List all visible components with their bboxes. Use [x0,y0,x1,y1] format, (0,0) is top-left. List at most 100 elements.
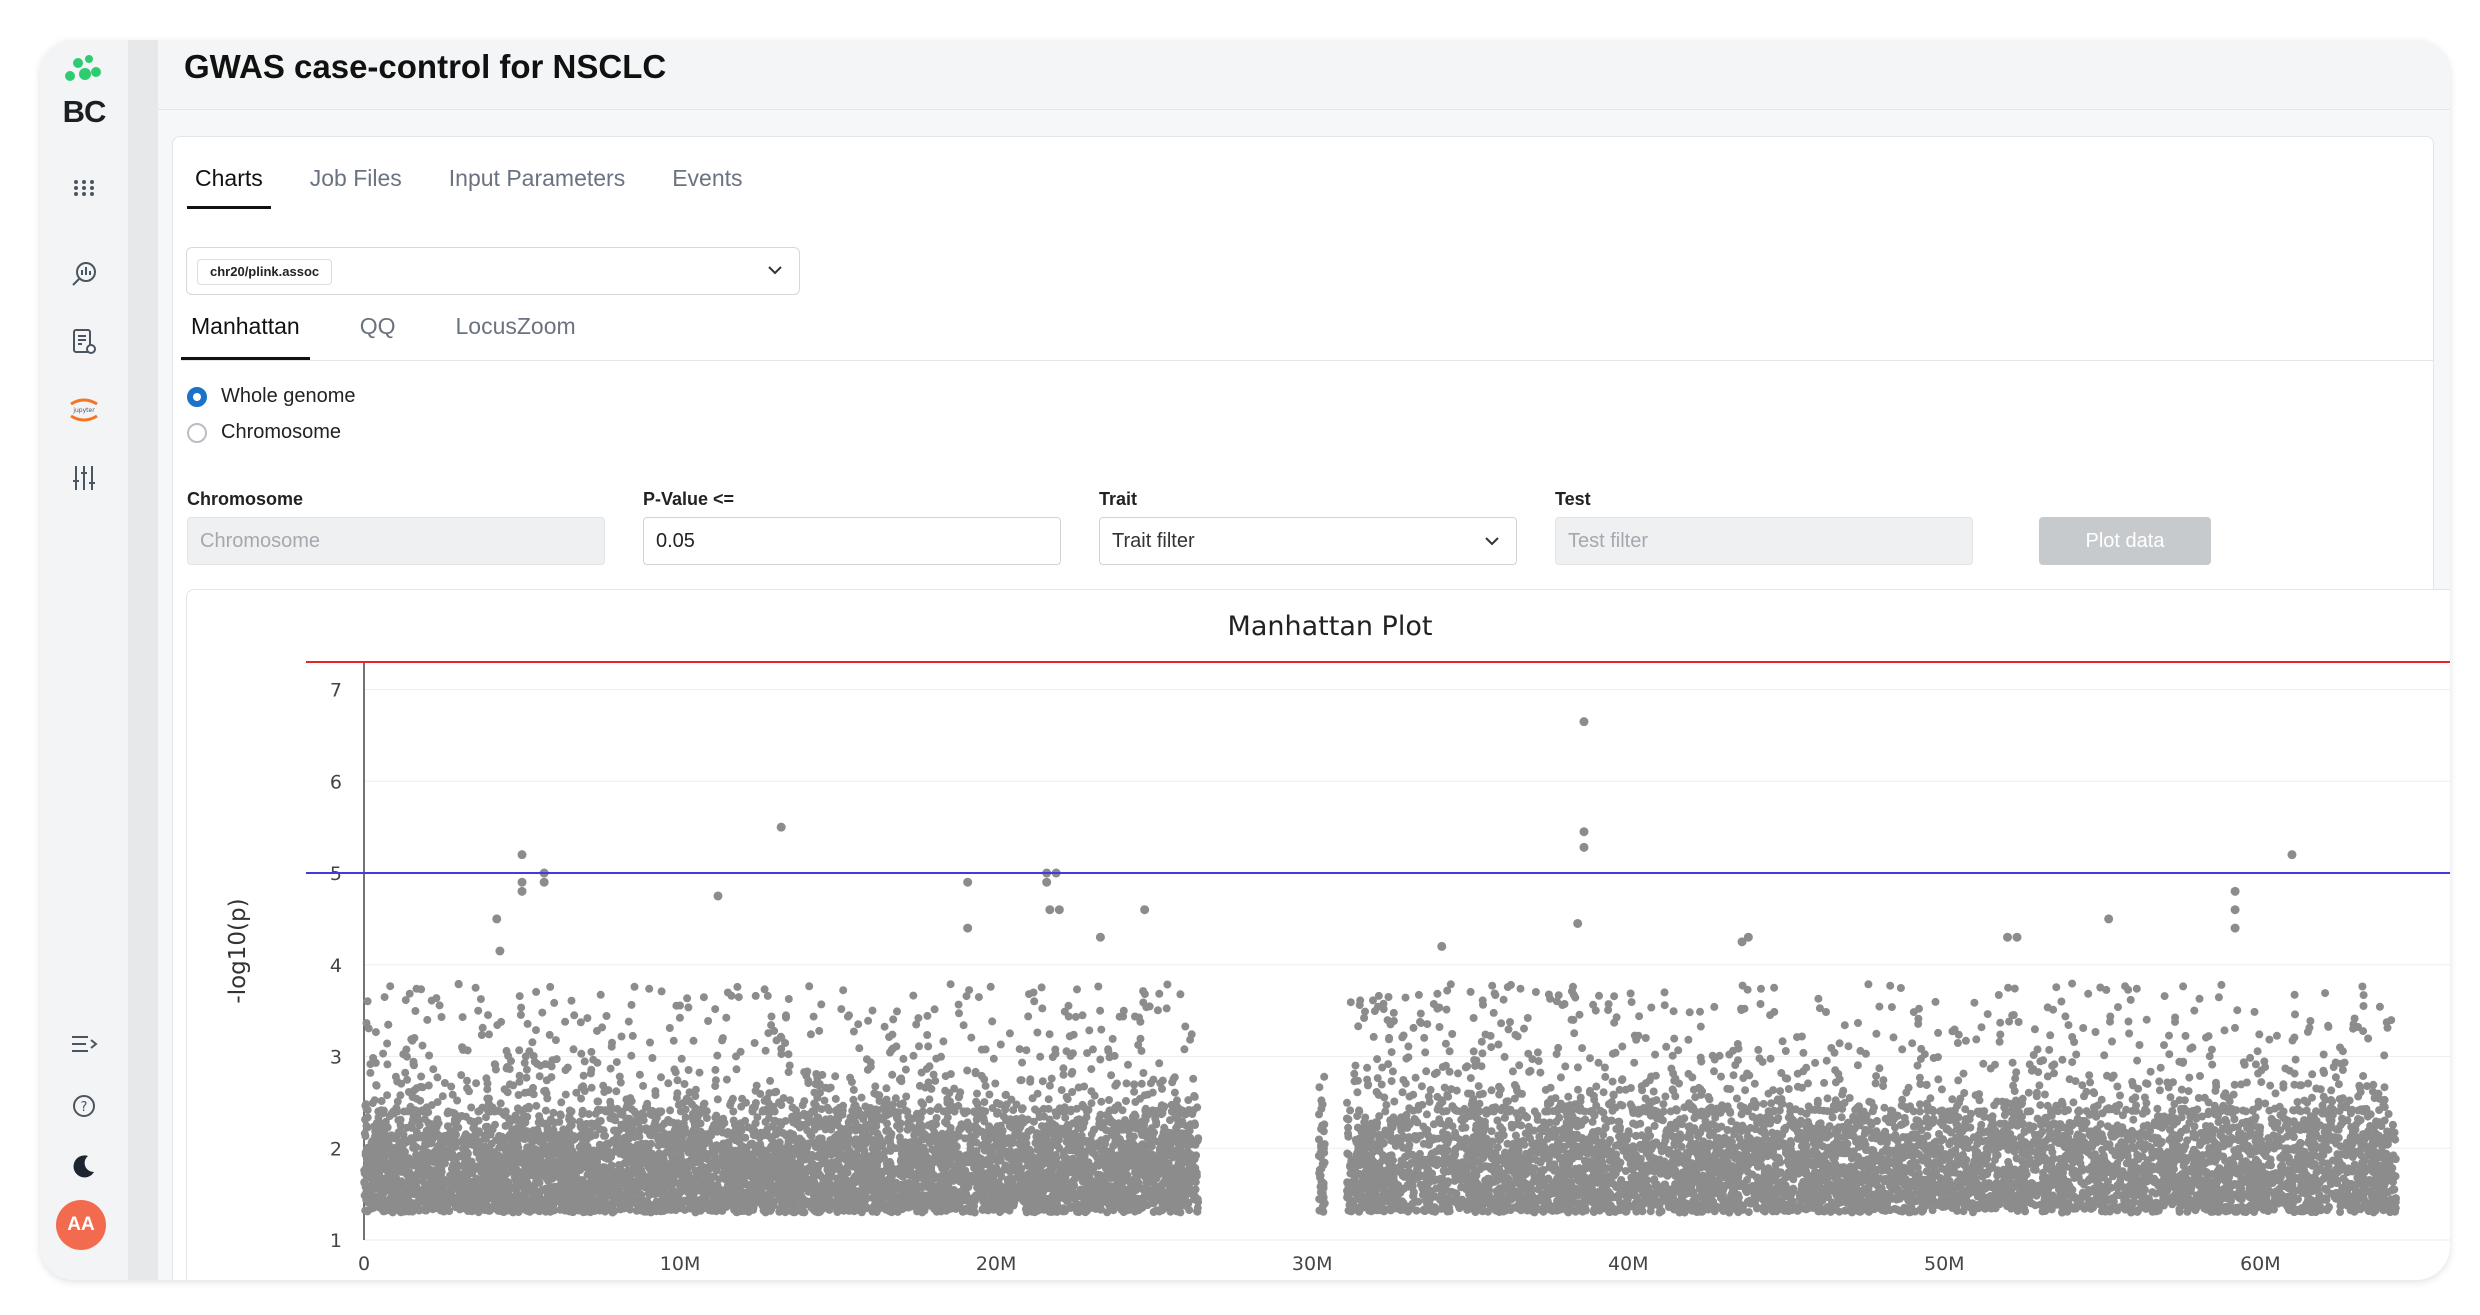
snp-point [932,1138,941,1147]
snp-point [408,1161,417,1170]
snp-point [808,1202,817,1210]
snp-point [665,1117,674,1126]
snp-point [940,1146,949,1155]
snp-point [523,1143,532,1152]
trait-select[interactable]: Trait filter [1099,517,1517,565]
snp-point [1185,1133,1194,1142]
snp-point [839,1182,848,1191]
snp-point [418,1131,427,1140]
snp-point [917,1134,926,1143]
snp-point [854,1144,863,1153]
plot-data-button[interactable]: Plot data [2039,517,2211,565]
snp-point [449,1175,458,1184]
snp-point [1175,1177,1184,1185]
snp-point [827,1150,836,1159]
snp-point [831,1144,840,1153]
report-settings-icon[interactable] [64,322,104,362]
x-tick-label: 40M [1608,1253,1649,1275]
snp-point [568,1200,577,1209]
snp-point [418,1149,426,1158]
snp-point [1118,1158,1127,1167]
snp-point [576,1122,585,1131]
tab-charts[interactable]: Charts [187,161,271,209]
sliders-icon[interactable] [64,458,104,498]
test-field[interactable] [1555,517,1973,565]
snp-point [761,1129,770,1138]
snp-point [844,1133,853,1142]
snp-point [577,1202,586,1211]
help-icon[interactable]: ? [64,1086,104,1126]
pvalue-field[interactable] [643,517,1061,565]
test-input[interactable] [1568,530,1960,553]
snp-point [1109,1153,1118,1162]
x-tick-label: 50M [1924,1253,1965,1275]
radio-whole-genome[interactable]: Whole genome [187,385,356,408]
snp-point [654,1124,663,1133]
snp-point [788,1114,797,1123]
snp-point [565,1115,574,1123]
analytics-icon[interactable] [64,254,104,294]
manhattan-plot[interactable]: Manhattan Plot1234567010M20M30M40M50M60M… [187,590,2450,1280]
snp-point [676,1150,685,1158]
snp-point [1102,1126,1111,1135]
y-tick-label: 2 [330,1138,342,1160]
snp-point [423,1196,432,1205]
snp-point [423,1159,432,1168]
snp-point [440,1177,449,1186]
snp-point [1135,1195,1144,1204]
snp-point [980,1185,989,1194]
subtab-qq[interactable]: QQ [359,313,396,339]
snp-point [512,1185,520,1194]
snp-point [454,1123,463,1132]
snp-point [466,1116,475,1125]
snp-point [886,1137,894,1146]
tab-input-parameters[interactable]: Input Parameters [448,165,626,191]
apps-grid-icon[interactable] [64,168,104,208]
snp-point [543,1174,552,1183]
snp-point [420,1206,429,1215]
subtab-locuszoom[interactable]: LocusZoom [455,313,576,339]
snp-point [827,1168,836,1177]
page-header: GWAS case-control for NSCLC [158,40,2450,110]
snp-point [1194,1198,1203,1207]
subtab-manhattan[interactable]: Manhattan [181,299,310,360]
radio-chromosome[interactable]: Chromosome [187,421,341,444]
chromosome-field[interactable] [187,517,605,565]
user-avatar[interactable]: AA [56,1200,106,1250]
snp-point [1151,1114,1160,1123]
snp-point [461,1143,470,1152]
snp-point [968,1146,977,1155]
snp-point [475,1137,484,1146]
logo-mark-icon [65,55,101,81]
dark-mode-icon[interactable] [64,1146,104,1186]
snp-point [1021,1132,1030,1140]
tab-events[interactable]: Events [672,165,743,191]
result-file-select[interactable]: chr20/plink.assoc [186,247,800,295]
snp-point [1117,1174,1126,1182]
app-logo[interactable]: BC [56,54,112,130]
snp-point [824,1119,833,1128]
snp-point [1005,1122,1014,1130]
chevron-down-icon [1485,537,1499,546]
main-tabs: Charts Job Files Input Parameters Events [187,161,782,209]
pvalue-input[interactable] [656,530,1048,553]
snp-point [1128,1112,1137,1121]
snp-point [1021,1177,1029,1186]
snp-point [446,1128,454,1137]
snp-point [698,1145,707,1154]
snp-point [1020,1188,1029,1197]
chromosome-label: Chromosome [187,489,304,509]
snp-point [1185,1181,1193,1190]
tab-job-files[interactable]: Job Files [309,165,402,191]
snp-point [361,1115,370,1124]
snp-point [1101,1175,1110,1184]
manhattan-plot-card: Manhattan Plot1234567010M20M30M40M50M60M… [186,589,2450,1280]
snp-point [734,1207,743,1216]
snp-point [846,1113,855,1122]
jupyter-icon[interactable]: jupyter [64,390,104,430]
snp-point [808,1150,816,1159]
chromosome-input[interactable] [200,530,592,553]
snp-point [832,1157,841,1166]
snp-point [575,1193,584,1202]
collapse-menu-icon[interactable] [64,1024,104,1064]
